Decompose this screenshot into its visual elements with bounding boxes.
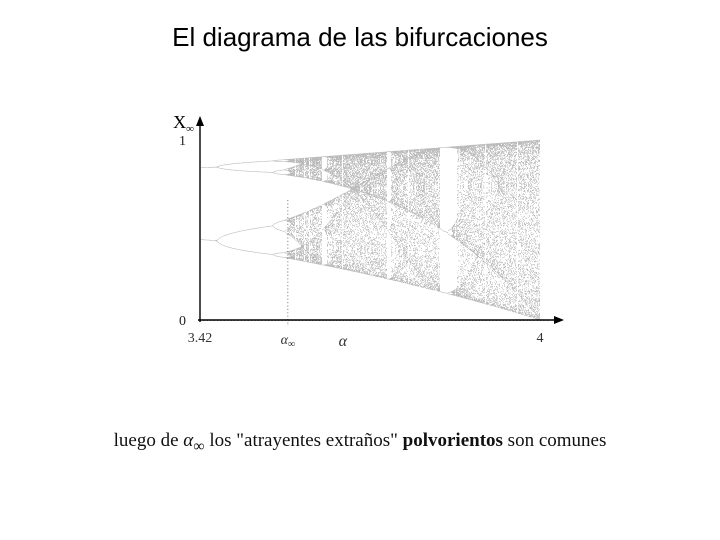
chart-svg: 10X∞3.424α∞α (140, 110, 580, 370)
caption: luego de α∞ los "atrayentes extraños" po… (0, 430, 720, 456)
caption-post: son comunes (503, 430, 606, 451)
bifurcation-chart: 10X∞3.424α∞α (140, 110, 580, 370)
caption-pre: luego de (114, 430, 184, 451)
page: El diagrama de las bifurcaciones 10X∞3.4… (0, 0, 720, 540)
svg-text:3.42: 3.42 (188, 331, 213, 346)
page-title: El diagrama de las bifurcaciones (0, 22, 720, 53)
caption-mid: los "atrayentes extraños" (205, 430, 403, 451)
svg-text:1: 1 (179, 134, 186, 149)
svg-text:4: 4 (537, 331, 544, 346)
caption-bold: polvorientos (403, 430, 503, 451)
caption-alpha: α (183, 430, 193, 451)
svg-text:0: 0 (179, 314, 186, 329)
caption-alpha-sub: ∞ (193, 438, 204, 455)
svg-text:α: α (339, 333, 348, 350)
